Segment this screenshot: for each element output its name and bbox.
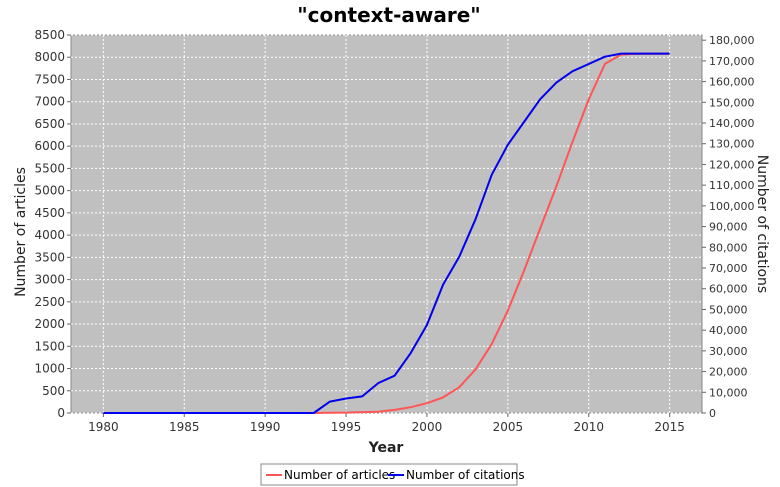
y2-tick-label: 150,000 bbox=[709, 96, 755, 109]
x-tick-label: 2000 bbox=[412, 420, 443, 434]
x-tick-label: 1980 bbox=[88, 420, 119, 434]
y-tick-label: 2000 bbox=[34, 317, 65, 331]
plot-area bbox=[70, 34, 703, 414]
x-tick-label: 2005 bbox=[493, 420, 524, 434]
y-tick-label: 4500 bbox=[34, 206, 65, 220]
y-tick-label: 4000 bbox=[34, 228, 65, 242]
y2-tick-label: 100,000 bbox=[709, 200, 755, 213]
y2-tick-label: 140,000 bbox=[709, 117, 755, 130]
x-tick-label: 1995 bbox=[331, 420, 362, 434]
x-axis-label: Year bbox=[368, 440, 404, 456]
y2-tick-label: 90,000 bbox=[709, 221, 748, 234]
y-tick-label: 6000 bbox=[34, 139, 65, 153]
y2-tick-label: 50,000 bbox=[709, 303, 748, 316]
y-tick-label: 8000 bbox=[34, 50, 65, 64]
grid-lines bbox=[71, 34, 702, 414]
y2-tick-label: 110,000 bbox=[709, 179, 755, 192]
y2-tick-label: 80,000 bbox=[709, 241, 748, 254]
y-tick-label: 0 bbox=[57, 406, 65, 420]
y-tick-label: 2500 bbox=[34, 295, 65, 309]
y-tick-label: 6500 bbox=[34, 117, 65, 131]
x-tick-label: 2015 bbox=[654, 420, 685, 434]
series-line-citations bbox=[103, 52, 670, 414]
y2-tick-label: 20,000 bbox=[709, 366, 748, 379]
y2-tick-label: 10,000 bbox=[709, 386, 748, 399]
y2-axis-label: Number of citations bbox=[754, 155, 770, 293]
y-axis-ticks: 0 500 1000 1500 2000 2500 3000 3500 4000 4500 5000… bbox=[34, 28, 71, 420]
legend: Number of articles Number of citations bbox=[260, 463, 525, 486]
x-tick-label: 2010 bbox=[573, 420, 604, 434]
y-tick-label: 500 bbox=[42, 384, 65, 398]
series-lines bbox=[103, 52, 670, 414]
y-axis-label: Number of articles bbox=[13, 167, 29, 297]
y2-tick-label: 30,000 bbox=[709, 345, 748, 358]
y2-axis-ticks: 0 10,000 20,000 30,000 40,000 50,000 60,000 70,… bbox=[702, 34, 755, 420]
y-tick-label: 5000 bbox=[34, 184, 65, 198]
y2-tick-label: 170,000 bbox=[709, 55, 755, 68]
y-tick-label: 1000 bbox=[34, 362, 65, 376]
y2-tick-label: 0 bbox=[709, 407, 716, 420]
chart-title: "context-aware" bbox=[297, 3, 480, 27]
y2-tick-label: 180,000 bbox=[709, 34, 755, 47]
y-tick-label: 8500 bbox=[34, 28, 65, 42]
y2-tick-label: 40,000 bbox=[709, 324, 748, 337]
y-tick-label: 7000 bbox=[34, 95, 65, 109]
y-tick-label: 3500 bbox=[34, 250, 65, 264]
y2-tick-label: 160,000 bbox=[709, 76, 755, 89]
y-tick-label: 3000 bbox=[34, 273, 65, 287]
y-tick-label: 5500 bbox=[34, 161, 65, 175]
x-axis-ticks: 1980 1985 1990 1995 2000 2005 2010 2015 bbox=[88, 413, 685, 434]
y-tick-label: 7500 bbox=[34, 72, 65, 86]
x-tick-label: 1990 bbox=[250, 420, 281, 434]
x-tick-label: 1985 bbox=[169, 420, 200, 434]
legend-label-citations: Number of citations bbox=[406, 468, 525, 482]
y2-tick-label: 60,000 bbox=[709, 283, 748, 296]
y2-tick-label: 130,000 bbox=[709, 138, 755, 151]
y-tick-label: 1500 bbox=[34, 339, 65, 353]
y2-tick-label: 120,000 bbox=[709, 158, 755, 171]
legend-label-articles: Number of articles bbox=[284, 468, 395, 482]
y2-tick-label: 70,000 bbox=[709, 262, 748, 275]
